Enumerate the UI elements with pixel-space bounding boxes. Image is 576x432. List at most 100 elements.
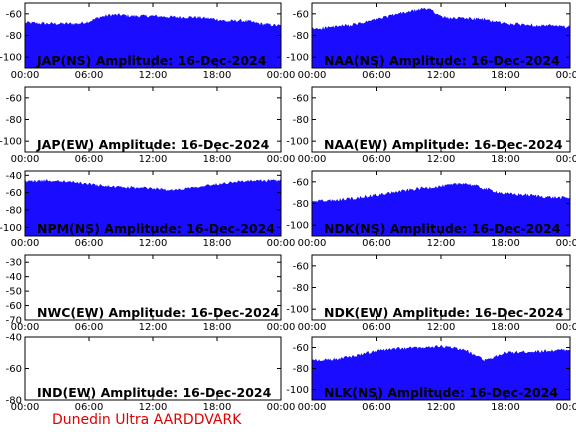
chart-panel-2: -100 -80 -60 00:00 06:00 12:00 18:00 00:00 NAA(N… [286,2,576,81]
x-tick-label: 06:00 [362,238,391,249]
x-tick-label: 00:00 [267,154,296,165]
x-tick-label: 00:00 [267,402,296,413]
x-tick-label: 06:00 [75,70,104,81]
chart-panel-7: -70 -60 -50 -40 -30 00:00 06:00 12:00 18:00 00:00… [6,254,296,333]
x-tick-label: 00:00 [11,70,40,81]
panel-title: NDK(NS) Amplitude: 16-Dec-2024 [324,221,561,236]
amplitude-area [312,7,570,68]
y-tick-label: -60 [6,93,22,104]
x-tick-label: 00:00 [556,238,576,249]
panel-title: NDK(EW) Amplitude: 16-Dec-2024 [324,305,564,320]
x-tick-label: 12:00 [427,70,456,81]
y-tick-label: -60 [6,364,22,375]
panel-title: JAP(EW) Amplitude: 16-Dec-2024 [36,137,270,152]
x-tick-label: 18:00 [491,70,520,81]
panel-title: JAP(NS) Amplitude: 16-Dec-2024 [36,53,267,68]
x-tick-label: 00:00 [556,402,576,413]
chart-panel-6: -100 -80 -60 00:00 06:00 12:00 18:00 00:00 NDK(N… [286,170,576,249]
y-tick-label: -100 [286,221,309,232]
x-tick-label: 06:00 [75,322,104,333]
x-tick-label: 00:00 [11,402,40,413]
y-tick-label: -50 [6,287,22,298]
x-tick-label: 00:00 [556,70,576,81]
panel-title: NAA(EW) Amplitude: 16-Dec-2024 [324,137,563,152]
x-tick-label: 00:00 [267,238,296,249]
x-tick-label: 00:00 [298,154,327,165]
x-tick-label: 18:00 [491,322,520,333]
y-tick-label: -80 [6,115,22,126]
y-tick-label: -60 [293,261,309,272]
panel-title: IND(EW) Amplitude: 16-Dec-2024 [37,385,272,400]
panel-title: NAA(NS) Amplitude: 16-Dec-2024 [324,53,560,68]
y-tick-label: -80 [293,115,309,126]
chart-panel-5: -100 -80 -60 -40 00:00 06:00 12:00 18:00 00:00 NP… [0,170,296,249]
panel-title: NPM(NS) Amplitude: 16-Dec-2024 [37,221,275,236]
y-tick-label: -80 [293,199,309,210]
y-tick-label: -70 [6,316,22,327]
x-tick-label: 18:00 [491,402,520,413]
x-tick-label: 18:00 [203,402,232,413]
y-tick-label: -60 [293,343,309,354]
x-tick-label: 12:00 [139,402,168,413]
x-tick-label: 18:00 [203,70,232,81]
y-tick-label: -80 [6,396,22,407]
x-tick-label: 12:00 [427,238,456,249]
x-tick-label: 18:00 [203,154,232,165]
y-tick-label: -80 [293,283,309,294]
y-tick-label: -100 [0,137,22,148]
x-tick-label: 12:00 [139,70,168,81]
x-tick-label: 00:00 [11,238,40,249]
x-tick-label: 00:00 [298,322,327,333]
chart-panel-8: -100 -80 -60 00:00 06:00 12:00 18:00 00:00 NDK(E… [286,254,576,333]
y-tick-label: -30 [6,258,22,269]
y-tick-label: -40 [6,171,22,182]
amplitude-area [312,183,570,236]
x-tick-label: 06:00 [362,154,391,165]
x-tick-label: 00:00 [556,322,576,333]
x-tick-label: 06:00 [75,154,104,165]
y-tick-label: -60 [293,9,309,20]
x-tick-label: 18:00 [203,322,232,333]
y-tick-label: -60 [6,188,22,199]
x-tick-label: 06:00 [75,238,104,249]
x-tick-label: 00:00 [11,154,40,165]
amplitude-area [25,13,281,68]
y-tick-label: -80 [6,206,22,217]
x-tick-label: 00:00 [267,70,296,81]
y-tick-label: -100 [286,53,309,64]
x-tick-label: 12:00 [139,238,168,249]
y-tick-label: -40 [6,333,22,344]
amplitude-area [25,179,281,236]
x-tick-label: 12:00 [427,322,456,333]
x-tick-label: 00:00 [298,402,327,413]
y-tick-label: -60 [293,93,309,104]
y-tick-label: -60 [6,9,22,20]
footer-credit: Dunedin Ultra AARDDVARK [52,412,242,428]
x-tick-label: 12:00 [139,322,168,333]
x-tick-label: 06:00 [75,402,104,413]
x-tick-label: 12:00 [427,402,456,413]
y-tick-label: -100 [286,385,309,396]
chart-panel-10: -100 -80 -60 00:00 06:00 12:00 18:00 00:00 NLK(N… [286,336,576,413]
y-tick-label: -100 [286,137,309,148]
x-tick-label: 06:00 [362,70,391,81]
x-tick-label: 00:00 [267,322,296,333]
x-tick-label: 06:00 [362,322,391,333]
chart-panel-9: -80 -60 -40 00:00 06:00 12:00 18:00 00:00 IND(EW… [6,333,296,414]
x-tick-label: 18:00 [491,238,520,249]
y-tick-label: -100 [0,223,22,234]
x-tick-label: 06:00 [362,402,391,413]
panel-title: NLK(NS) Amplitude: 16-Dec-2024 [324,385,558,400]
x-tick-label: 00:00 [556,154,576,165]
x-tick-label: 18:00 [203,238,232,249]
y-tick-label: -60 [6,301,22,312]
x-tick-label: 12:00 [427,154,456,165]
y-tick-label: -80 [293,364,309,375]
chart-panel-3: -100 -80 -60 00:00 06:00 12:00 18:00 00:00 JAP(E… [0,86,296,165]
y-tick-label: -60 [293,177,309,188]
x-tick-label: 18:00 [491,154,520,165]
x-tick-label: 00:00 [298,70,327,81]
y-tick-label: -40 [6,272,22,283]
